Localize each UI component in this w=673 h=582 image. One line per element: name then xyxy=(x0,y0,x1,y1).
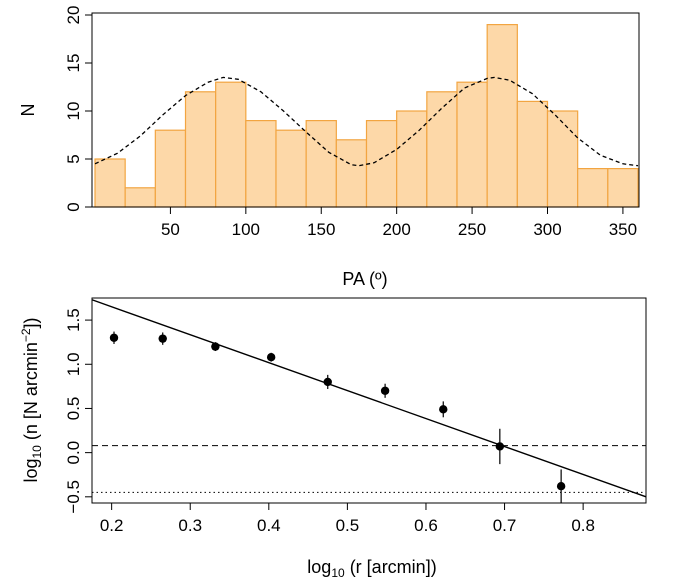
profile-x-tick-label: 0.4 xyxy=(257,516,281,535)
profile-x-ticks: 0.2 0.3 0.4 0.5 0.6 0.7 0.8 xyxy=(100,503,595,535)
data-point xyxy=(495,442,505,451)
histogram-x-tick-label: 50 xyxy=(161,220,180,239)
profile-x-tick-label: 0.7 xyxy=(493,516,517,535)
data-point xyxy=(556,482,566,491)
profile-plot-frame xyxy=(91,297,647,504)
profile-x-tick-label: 0.3 xyxy=(178,516,202,535)
histogram-y-ticks: 0 5 10 15 20 xyxy=(64,6,92,212)
profile-y-tick-label: 1.0 xyxy=(64,352,83,376)
profile-panel: 0.2 0.3 0.4 0.5 0.6 0.7 0.8 −0.5 0.0 0.5 1.0 1.5 l… xyxy=(19,297,647,580)
histogram-bar xyxy=(486,24,518,208)
histogram-x-tick-label: 250 xyxy=(458,220,486,239)
profile-x-tick-label: 0.2 xyxy=(100,516,124,535)
profile-x-tick-label: 0.6 xyxy=(414,516,438,535)
histogram-y-tick-label: 0 xyxy=(64,202,83,211)
histogram-bar xyxy=(184,91,217,208)
profile-y-tick-label: 1.5 xyxy=(64,308,83,332)
profile-y-tick-label: 0.5 xyxy=(64,397,83,421)
histogram-bar xyxy=(154,129,187,208)
profile-x-tick-label: 0.5 xyxy=(336,516,360,535)
histogram-bar xyxy=(577,168,609,208)
data-point xyxy=(211,342,220,351)
histogram-bar xyxy=(607,168,639,208)
histogram-bar xyxy=(365,119,398,208)
histogram-bar xyxy=(516,100,549,208)
data-point xyxy=(439,405,448,414)
histogram-bar xyxy=(456,81,488,208)
profile-x-tick-label: 0.8 xyxy=(571,516,595,535)
histogram-bar xyxy=(546,110,579,208)
histogram-bar xyxy=(426,91,458,208)
histogram-y-tick-label: 15 xyxy=(64,54,83,73)
histogram-x-tick-label: 300 xyxy=(533,220,561,239)
histogram-x-axis-label: PA (º) xyxy=(342,269,387,289)
histogram-bar xyxy=(94,158,126,208)
profile-x-axis-label: log10 (r [arcmin]) xyxy=(307,557,436,580)
histogram-panel: 50 100 150 200 250 300 350 0 5 10 15 20 PA (º) N xyxy=(18,6,640,289)
histogram-bar xyxy=(335,139,368,208)
histogram-y-tick-label: 20 xyxy=(64,6,83,25)
histogram-x-ticks: 50 100 150 200 250 300 350 xyxy=(161,207,637,239)
histogram-bar xyxy=(124,187,156,208)
histogram-y-tick-label: 10 xyxy=(64,102,83,121)
histogram-bar xyxy=(396,110,428,208)
data-point xyxy=(158,334,167,343)
histogram-x-tick-label: 350 xyxy=(609,220,637,239)
histogram-fit-curve xyxy=(94,76,639,167)
profile-y-tick-label: −0.5 xyxy=(64,480,83,514)
data-point xyxy=(266,353,276,362)
power-law-fit-line xyxy=(91,299,647,498)
histogram-x-tick-label: 200 xyxy=(382,220,410,239)
profile-y-tick-label: 0.0 xyxy=(64,441,83,465)
histogram-bars xyxy=(94,24,639,208)
histogram-x-tick-label: 100 xyxy=(232,220,260,239)
histogram-bar xyxy=(215,81,247,208)
histogram-plot-frame xyxy=(91,12,640,208)
histogram-y-tick-label: 5 xyxy=(64,154,83,163)
profile-y-ticks: −0.5 0.0 0.5 1.0 1.5 xyxy=(64,308,92,514)
data-point xyxy=(109,333,119,342)
histogram-y-axis-label: N xyxy=(18,104,38,117)
histogram-bar xyxy=(305,119,337,208)
profile-y-axis-label: log10 (n [N arcmin−2]) xyxy=(19,317,44,482)
data-point xyxy=(323,377,332,387)
histogram-bar xyxy=(275,129,307,208)
histogram-x-tick-label: 150 xyxy=(307,220,335,239)
profile-data-points xyxy=(109,331,566,503)
histogram-bar xyxy=(245,119,277,208)
data-point xyxy=(380,386,390,395)
